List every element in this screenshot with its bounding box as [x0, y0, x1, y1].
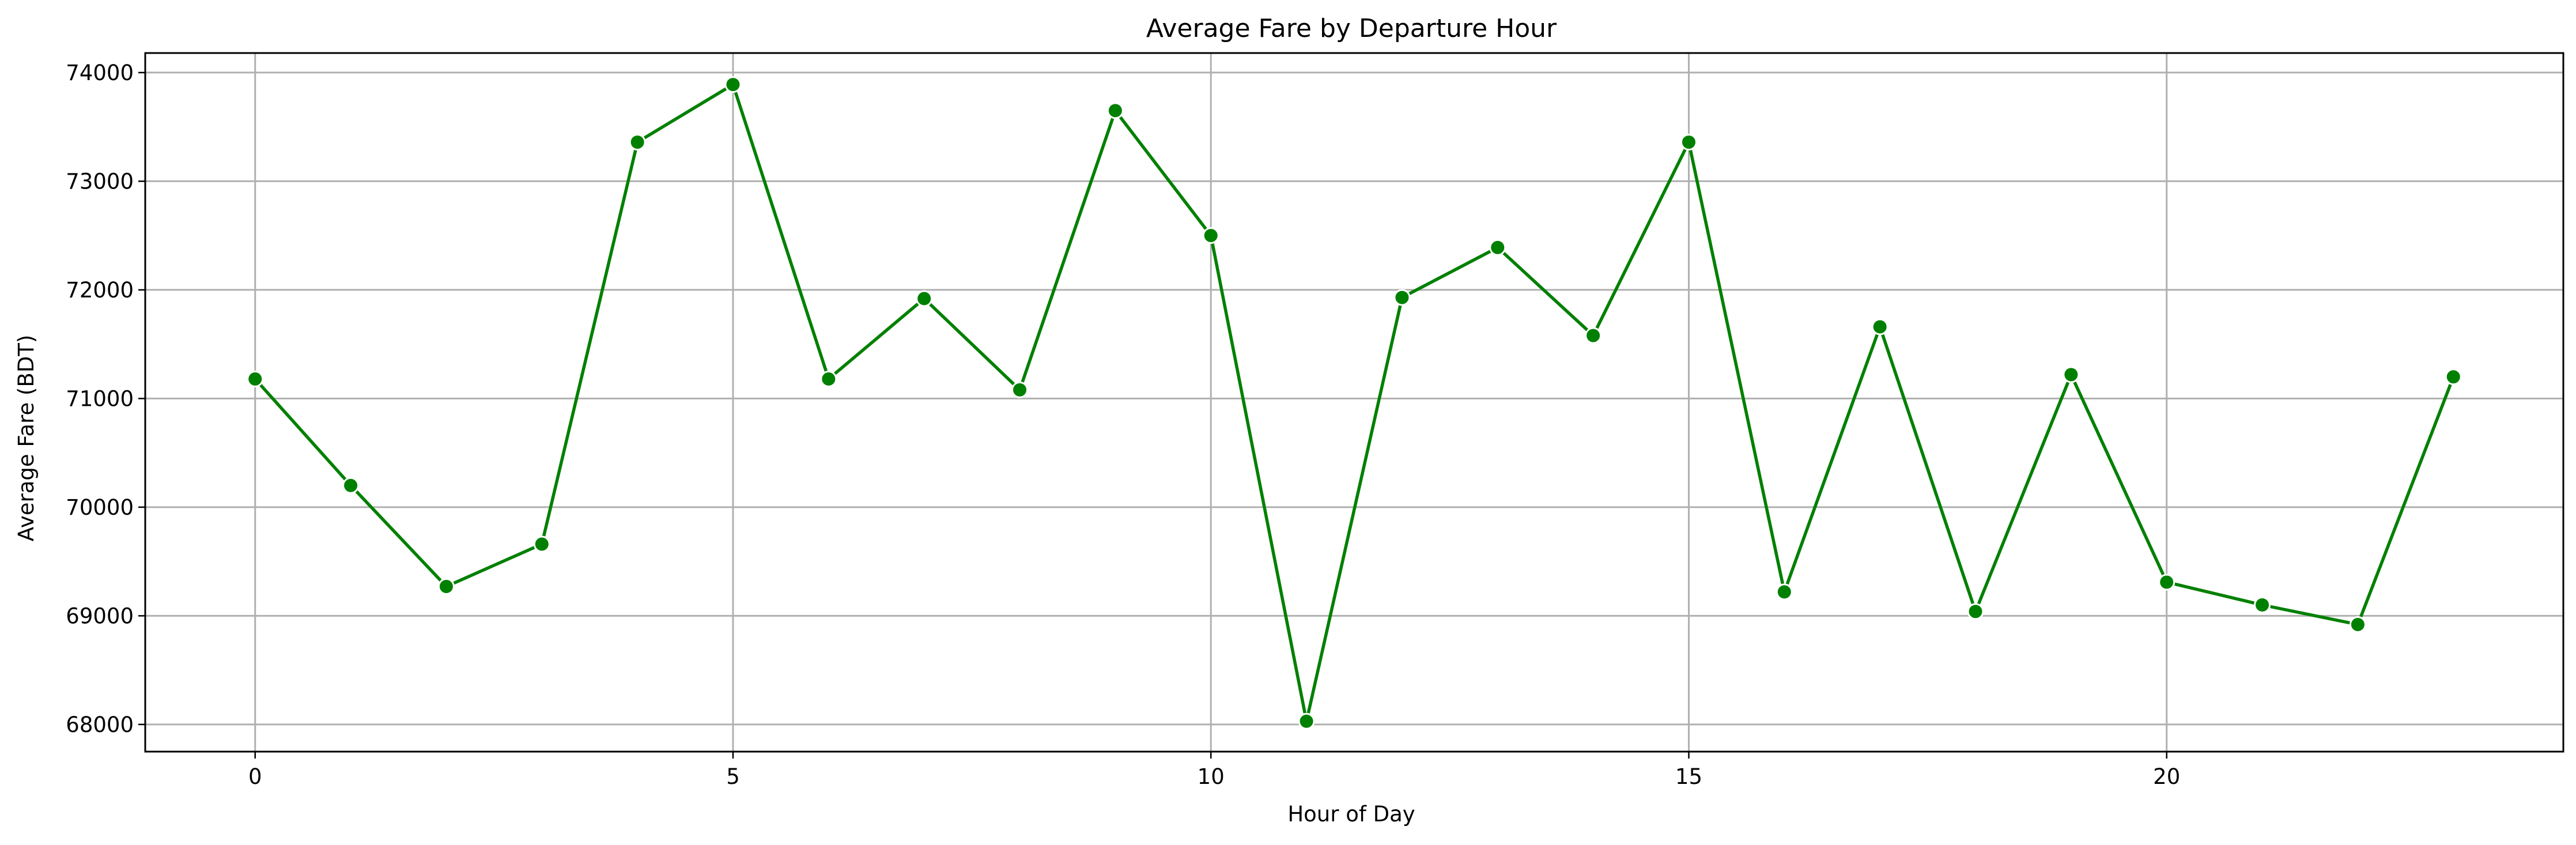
- grid: [145, 53, 2563, 752]
- data-point: [724, 76, 742, 93]
- y-tick-label: 72000: [66, 278, 134, 303]
- data-point: [1680, 134, 1697, 151]
- data-point: [2349, 616, 2366, 633]
- data-points: [247, 76, 2462, 730]
- data-point: [247, 370, 264, 387]
- data-point: [2254, 597, 2271, 614]
- x-tick-label: 10: [1198, 764, 1225, 789]
- y-axis-label: Average Fare (BDT): [14, 335, 39, 542]
- data-point: [1776, 583, 1793, 601]
- y-tick-label: 68000: [66, 712, 134, 737]
- plot-frame: [144, 52, 2564, 753]
- data-point: [1202, 227, 1219, 244]
- x-tick-label: 15: [1675, 764, 1702, 789]
- chart-title: Average Fare by Departure Hour: [1146, 14, 1557, 43]
- data-point: [1298, 712, 1315, 730]
- data-point: [2158, 574, 2175, 591]
- data-point: [1489, 239, 1506, 256]
- x-axis-label: Hour of Day: [1287, 802, 1415, 827]
- y-tick-label: 70000: [66, 495, 134, 520]
- data-point: [629, 134, 646, 151]
- y-tick-label: 74000: [66, 61, 134, 85]
- y-tick-label: 69000: [66, 603, 134, 628]
- data-point: [916, 290, 933, 307]
- y-tick-label: 73000: [66, 169, 134, 194]
- data-point: [437, 578, 455, 595]
- series-line: [254, 82, 2455, 723]
- data-point: [1967, 603, 1984, 620]
- axis-ticks: 0 5 10 15 20 68000 69000 70000 71000 72000 73000 74…: [66, 61, 2180, 789]
- x-tick-label: 5: [726, 764, 740, 789]
- data-point: [1011, 381, 1029, 398]
- data-point: [533, 535, 550, 553]
- data-point: [342, 477, 360, 494]
- data-point: [1585, 327, 1602, 344]
- y-tick-label: 71000: [66, 386, 134, 411]
- x-tick-label: 20: [2153, 764, 2180, 789]
- data-point: [1871, 318, 1888, 335]
- data-point: [820, 370, 837, 387]
- data-point: [1393, 289, 1411, 306]
- data-point: [2445, 368, 2462, 386]
- x-tick-label: 0: [248, 764, 262, 789]
- data-point: [1106, 102, 1124, 119]
- data-point: [2063, 366, 2080, 383]
